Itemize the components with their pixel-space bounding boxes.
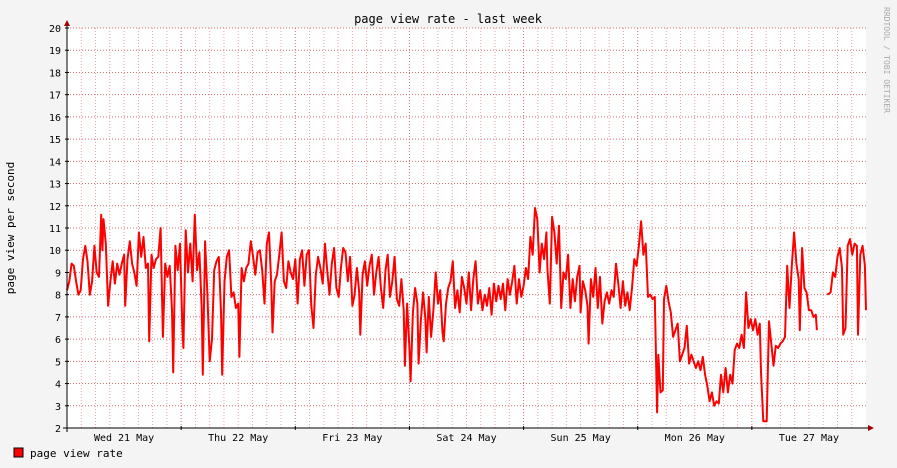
x-tick-label: Thu 22 May — [208, 433, 268, 444]
x-tick-label: Tue 27 May — [779, 433, 839, 444]
x-tick-label: Wed 21 May — [94, 433, 154, 444]
y-tick-label: 9 — [55, 268, 61, 279]
legend-swatch — [13, 447, 24, 458]
y-tick-label: 17 — [49, 91, 61, 102]
y-tick-label: 2 — [55, 424, 61, 435]
x-tick-label: Fri 23 May — [322, 433, 382, 444]
y-tick-label: 14 — [49, 157, 61, 168]
y-tick-label: 13 — [49, 180, 61, 191]
x-tick-label: Sun 25 May — [551, 433, 611, 444]
chart-title: page view rate - last week — [354, 12, 543, 26]
watermark: RRDTOOL / TOBI OETIKER — [882, 7, 891, 113]
y-axis-label: page view per second — [4, 162, 17, 294]
y-tick-label: 11 — [49, 224, 61, 235]
y-tick-label: 18 — [49, 68, 61, 79]
y-axis-ticks: 2 3 4 5 6 7 8 9 10 11 12 13 14 15 16 17 18 19 20 — [49, 24, 69, 435]
x-axis-arrow — [868, 425, 874, 431]
y-tick-label: 19 — [49, 46, 61, 57]
y-tick-label: 20 — [49, 24, 61, 35]
y-tick-label: 12 — [49, 202, 61, 213]
y-tick-label: 15 — [49, 135, 61, 146]
y-tick-label: 10 — [49, 246, 61, 257]
y-tick-label: 7 — [55, 313, 61, 324]
y-tick-label: 16 — [49, 113, 61, 124]
series-line-page-view-rate — [66, 207, 867, 423]
y-tick-label: 8 — [55, 291, 61, 302]
y-tick-label: 5 — [55, 357, 61, 368]
legend-label: page view rate — [30, 447, 123, 460]
x-tick-label: Sat 24 May — [436, 433, 496, 444]
x-tick-label: Mon 26 May — [665, 433, 725, 444]
y-axis-arrow — [64, 20, 70, 26]
y-tick-label: 4 — [55, 380, 61, 391]
y-tick-label: 3 — [55, 402, 61, 413]
y-tick-label: 6 — [55, 335, 61, 346]
